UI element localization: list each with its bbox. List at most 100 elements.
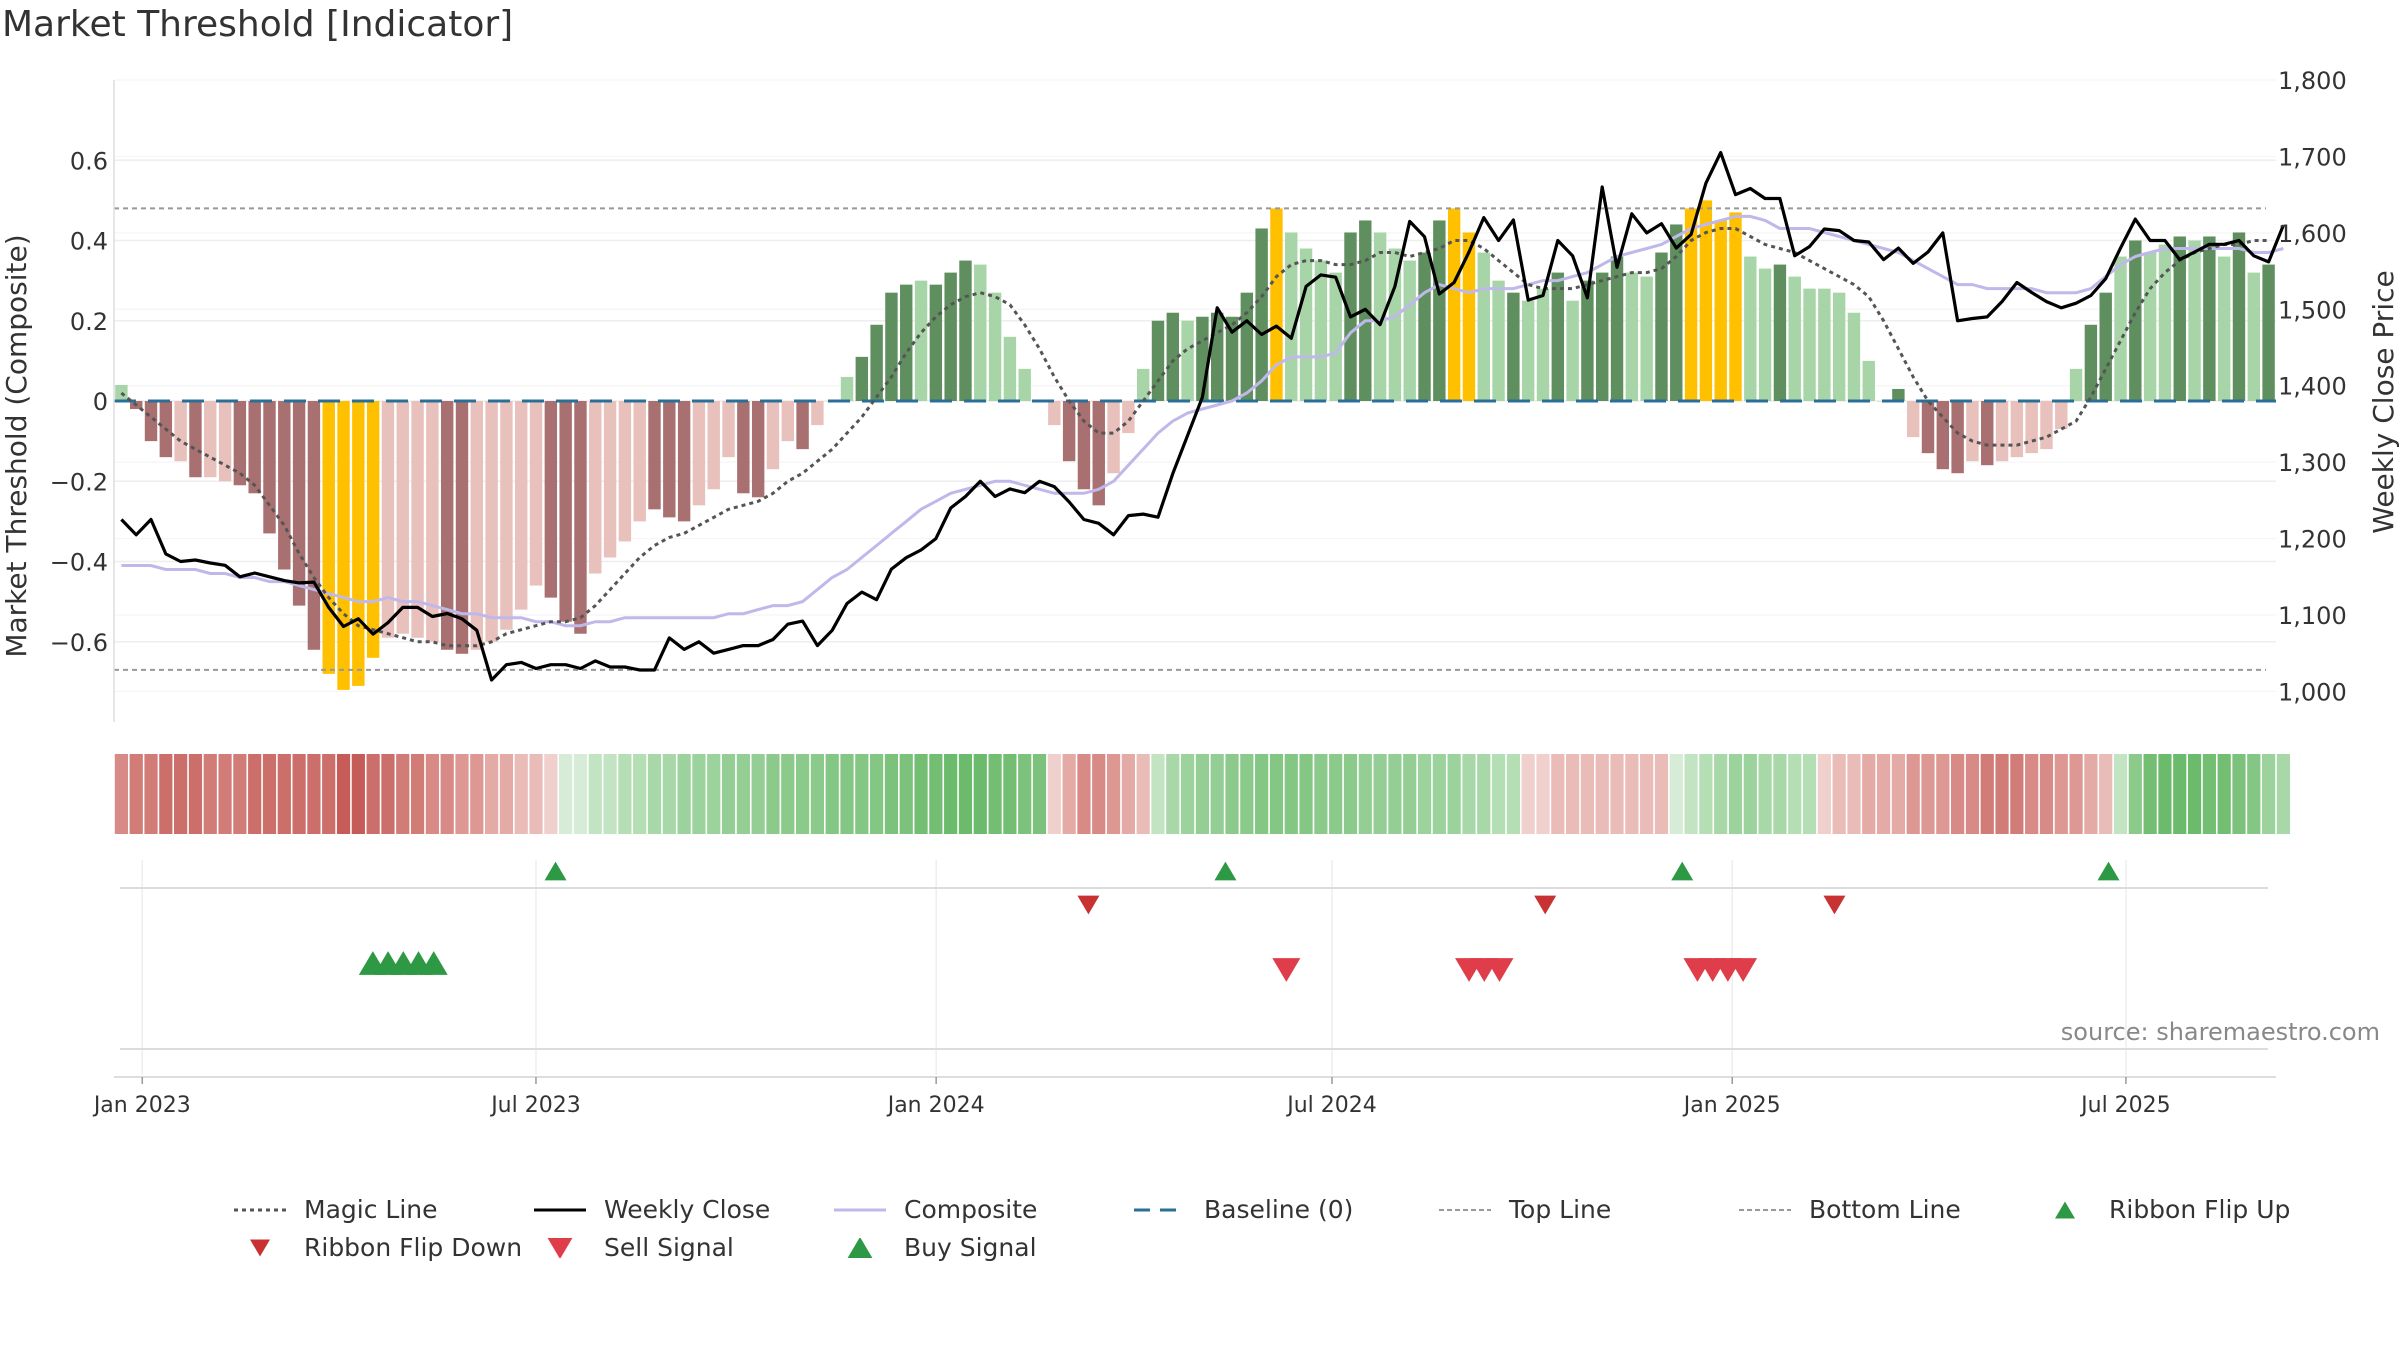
ribbon-cell (1195, 754, 1210, 834)
composite-bar (2040, 401, 2053, 450)
composite-bar (204, 401, 217, 478)
signal-rows (120, 860, 2268, 1075)
composite-bar (470, 401, 484, 650)
ribbon-cell (1580, 754, 1595, 834)
composite-bar (322, 401, 335, 674)
composite-bar (1062, 401, 1076, 462)
composite-bar (189, 401, 202, 478)
ribbon-cell (2187, 754, 2202, 834)
ribbon-cell (810, 754, 824, 834)
ribbon-cell (1092, 754, 1106, 834)
ribbon-cell (366, 754, 380, 834)
composite-bar (1640, 276, 1653, 401)
ribbon-cell (1047, 754, 1061, 834)
composite-bar (751, 401, 765, 498)
ribbon-cell (529, 754, 543, 834)
y-left-tick-label: −0.2 (50, 468, 108, 496)
legend-item: Buy Signal (830, 1233, 1037, 1262)
ribbon-cell (1788, 754, 1802, 834)
ribbon-cell (1506, 754, 1520, 834)
composite-bar (1107, 401, 1120, 474)
composite-bar (1714, 220, 1727, 401)
ribbon-cell (1255, 754, 1269, 834)
legend-symbol (1435, 1200, 1495, 1220)
composite-bar (2203, 236, 2216, 401)
composite-bar (2055, 401, 2068, 430)
x-tick-label: Jul 2023 (489, 1093, 581, 1118)
ribbon-cell (1329, 754, 1343, 834)
composite-bar (1951, 401, 1964, 474)
ribbon-cell (514, 754, 528, 834)
ribbon-cell (1373, 754, 1387, 834)
composite-bar (603, 401, 617, 558)
composite-bar (1492, 280, 1505, 401)
x-axis: Jan 2023 Jul 2023 Jan 2024 Jul 2024 Jan 2025… (92, 1076, 2276, 1118)
composite-bar (1995, 401, 2009, 462)
axes: 0.6 0.4 0.2 0 −0.2 −0.4 −0.6 1,000 1,100 1,200 1,3… (50, 67, 2347, 722)
composite-bar (1581, 280, 1594, 401)
ribbon-cell (929, 754, 943, 834)
composite-bar (1462, 232, 1476, 401)
composite-bar (692, 401, 706, 506)
source-note: source: sharemaestro.com (2061, 1018, 2380, 1046)
ribbon-cell (1477, 754, 1491, 834)
ribbon-flip-up-marker (1671, 861, 1694, 881)
ribbon-cell (1817, 754, 1831, 834)
composite-bar (707, 401, 720, 490)
composite-bar (1684, 208, 1698, 401)
composite-bar (1477, 252, 1490, 401)
ribbon-cell (647, 754, 662, 834)
ribbon-cell (233, 754, 247, 834)
ribbon-cell (2025, 754, 2039, 834)
legend-symbol (530, 1200, 590, 1220)
ribbon-cell (1062, 754, 1076, 834)
composite-bar (1092, 401, 1105, 506)
ribbon-cell (1980, 754, 1994, 834)
composite-bar (2143, 252, 2157, 401)
composite-bar (1966, 401, 1979, 462)
composite-bar (944, 272, 957, 401)
x-tick-label: Jul 2024 (1285, 1093, 1377, 1118)
ribbon-cell (1876, 754, 1891, 834)
ribbon-cell (855, 754, 869, 834)
ribbon-cell (1180, 754, 1195, 834)
ribbon-cell (1995, 754, 2009, 834)
composite-bar (648, 401, 661, 510)
ribbon-cell (825, 754, 839, 834)
ribbon-flip-up-marker (2097, 861, 2120, 881)
composite-bar (263, 401, 276, 534)
ribbon-cell (721, 754, 736, 834)
ribbon-cell (1862, 754, 1876, 834)
composite-bar (115, 384, 128, 401)
ribbon-cell (1121, 754, 1135, 834)
composite-bar (1625, 272, 1639, 401)
composite-bar (1773, 264, 1787, 401)
composite-bar (1744, 256, 1757, 401)
ribbon-cell (2054, 754, 2068, 834)
ribbon-cell (2039, 754, 2054, 834)
y-right-tick-label: 1,600 (2278, 220, 2347, 248)
y-left-tick-label: 0.4 (70, 228, 108, 256)
y-left-tick-label: 0 (93, 388, 108, 416)
composite-bar (2099, 292, 2112, 401)
ribbon-cell (2232, 754, 2246, 834)
legend-symbol (830, 1200, 890, 1220)
legend-item: Composite (830, 1195, 1037, 1224)
composite-bar (914, 280, 928, 401)
y-axis-left-label: Market Threshold (Composite) (0, 234, 33, 657)
composite-bar (2010, 401, 2024, 458)
ribbon-cell (1314, 754, 1328, 834)
composite-bar (1122, 401, 1135, 434)
ribbon-cell (1018, 754, 1032, 834)
ribbon-cell (692, 754, 706, 834)
ribbon-cell (1343, 754, 1358, 834)
composite-bar (1596, 272, 1609, 401)
legend-label: Ribbon Flip Down (304, 1233, 523, 1262)
ribbon-cell (1269, 754, 1284, 834)
composite-bar (1418, 252, 1431, 401)
ribbon-flip-down-marker (1534, 895, 1557, 915)
composite-bar (2173, 236, 2186, 401)
composite-bar (885, 292, 898, 401)
ribbon-cell (336, 754, 351, 834)
y-right-tick-label: 1,200 (2278, 526, 2347, 554)
